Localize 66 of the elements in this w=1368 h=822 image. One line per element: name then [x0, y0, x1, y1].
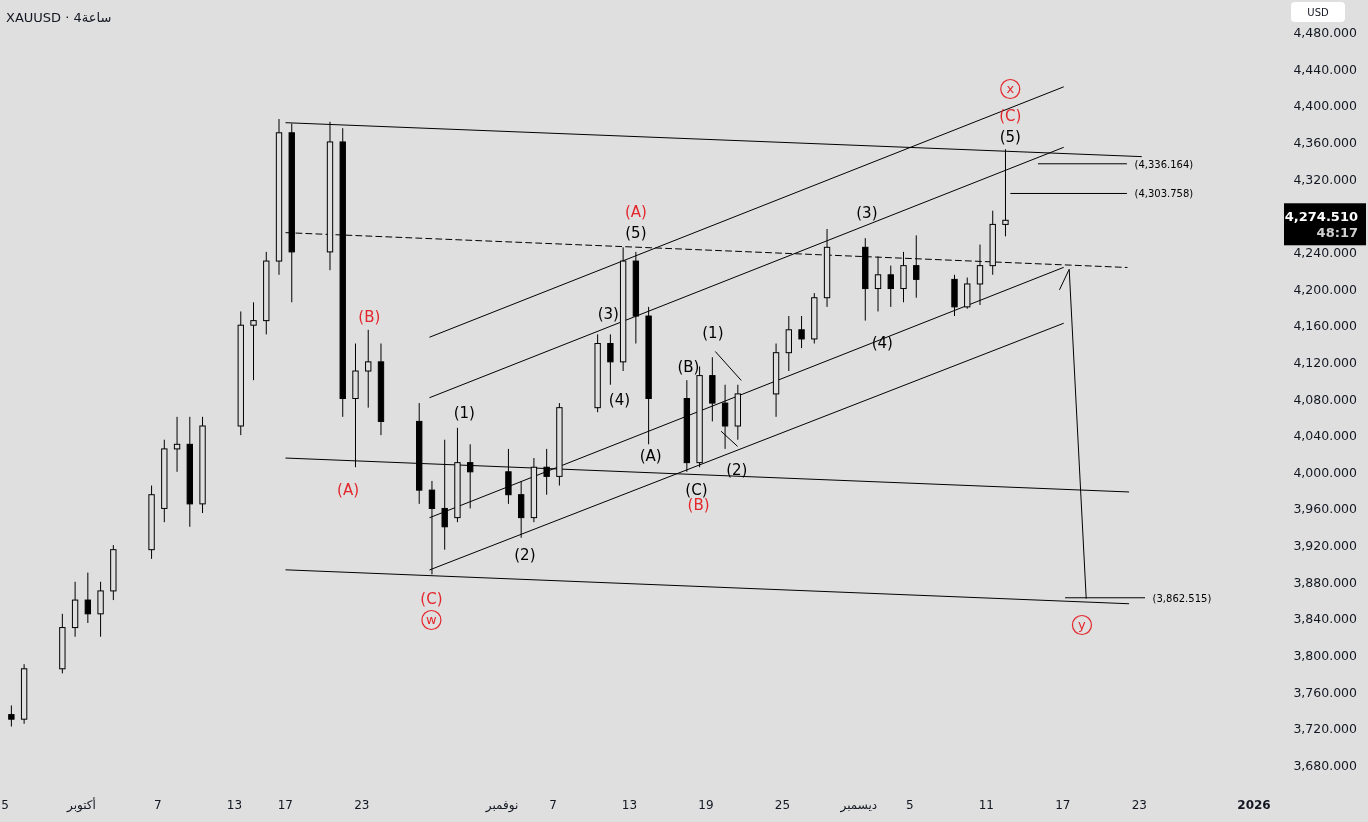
y-tick-label: 4,400.000 [1293, 97, 1358, 113]
annotation: (3) [597, 305, 619, 323]
series-label: (3,862.515) [1152, 592, 1212, 604]
y-tick-label: 3,720.000 [1293, 720, 1358, 736]
x-tick-label: 13 [621, 798, 638, 812]
annotation: (2) [514, 546, 536, 564]
x-tick-label: نوفمبر [484, 798, 519, 813]
x-tick-label: 5 [1, 798, 9, 812]
x-tick-label: 25 [774, 798, 791, 812]
x-tick-label: 23 [1131, 798, 1147, 812]
annotation: (C) [685, 481, 708, 499]
y-tick-label: 4,440.000 [1293, 61, 1358, 77]
text: USD [1307, 6, 1329, 18]
annotation: (B) [677, 358, 700, 376]
annotation: (3) [856, 204, 878, 222]
y-tick-label: 3,960.000 [1293, 500, 1358, 516]
y-tick-label: 4,240.000 [1293, 244, 1358, 260]
annotation: (A) [624, 203, 647, 221]
annotation: (A) [337, 481, 360, 499]
y-tick-label: 4,200.000 [1293, 281, 1358, 297]
x-tick-label: 7 [154, 798, 162, 812]
series-label: (4,336.164) [1134, 158, 1194, 170]
y-tick-label: 4,360.000 [1293, 134, 1358, 150]
x-tick-label: 13 [226, 798, 243, 812]
y-tick-label: 3,760.000 [1293, 684, 1358, 700]
annotation: (1) [702, 324, 724, 342]
series-label: (4,303.758) [1134, 187, 1194, 199]
x-tick-label: ديسمبر [839, 798, 878, 813]
annotation: x [1006, 80, 1015, 96]
y-tick-label: 3,840.000 [1293, 610, 1358, 626]
annotation: (B) [358, 308, 381, 326]
x-tick-label: 17 [277, 798, 294, 812]
annotation: (4) [608, 391, 631, 409]
annotation: y [1078, 616, 1087, 632]
text: 4,274.510 [1284, 208, 1358, 224]
y-tick-label: 4,040.000 [1293, 427, 1358, 443]
x-tick-label: 7 [549, 798, 557, 812]
x-tick-label: 19 [698, 798, 714, 812]
annotation: (A) [639, 447, 662, 465]
y-tick-label: 4,000.000 [1293, 464, 1358, 480]
y-tick-label: 3,800.000 [1293, 647, 1358, 663]
annotation: (C) [999, 107, 1022, 125]
x-tick-label: 5 [906, 798, 914, 812]
annotation: (5) [625, 224, 647, 242]
x-tick-label: 2026 [1237, 798, 1271, 812]
x-tick-label: 11 [978, 798, 994, 812]
y-tick-label: 3,880.000 [1293, 574, 1358, 590]
annotation: (2) [726, 461, 748, 479]
y-tick-label: 4,120.000 [1293, 354, 1358, 370]
x-tick-label: 23 [354, 798, 370, 812]
y-tick-label: 4,480.000 [1293, 24, 1358, 40]
annotation: w [426, 611, 438, 627]
annotation: (B) [687, 496, 710, 514]
y-tick-label: 4,320.000 [1293, 171, 1358, 187]
y-tick-label: 3,680.000 [1293, 757, 1358, 773]
x-tick-label: 17 [1055, 798, 1071, 812]
y-tick-label: 3,920.000 [1293, 537, 1358, 553]
annotation: (5) [999, 128, 1021, 146]
y-tick-label: 4,160.000 [1293, 317, 1358, 333]
text: 48:17 [1316, 224, 1358, 240]
x-tick-label: أكتوبر [66, 797, 96, 813]
y-tick-label: 4,080.000 [1293, 391, 1358, 406]
annotation: (4) [871, 334, 893, 352]
chart-title: XAUUSD · 4ساعة [6, 9, 112, 25]
annotation: (C) [420, 590, 443, 608]
annotation: (1) [453, 404, 475, 422]
